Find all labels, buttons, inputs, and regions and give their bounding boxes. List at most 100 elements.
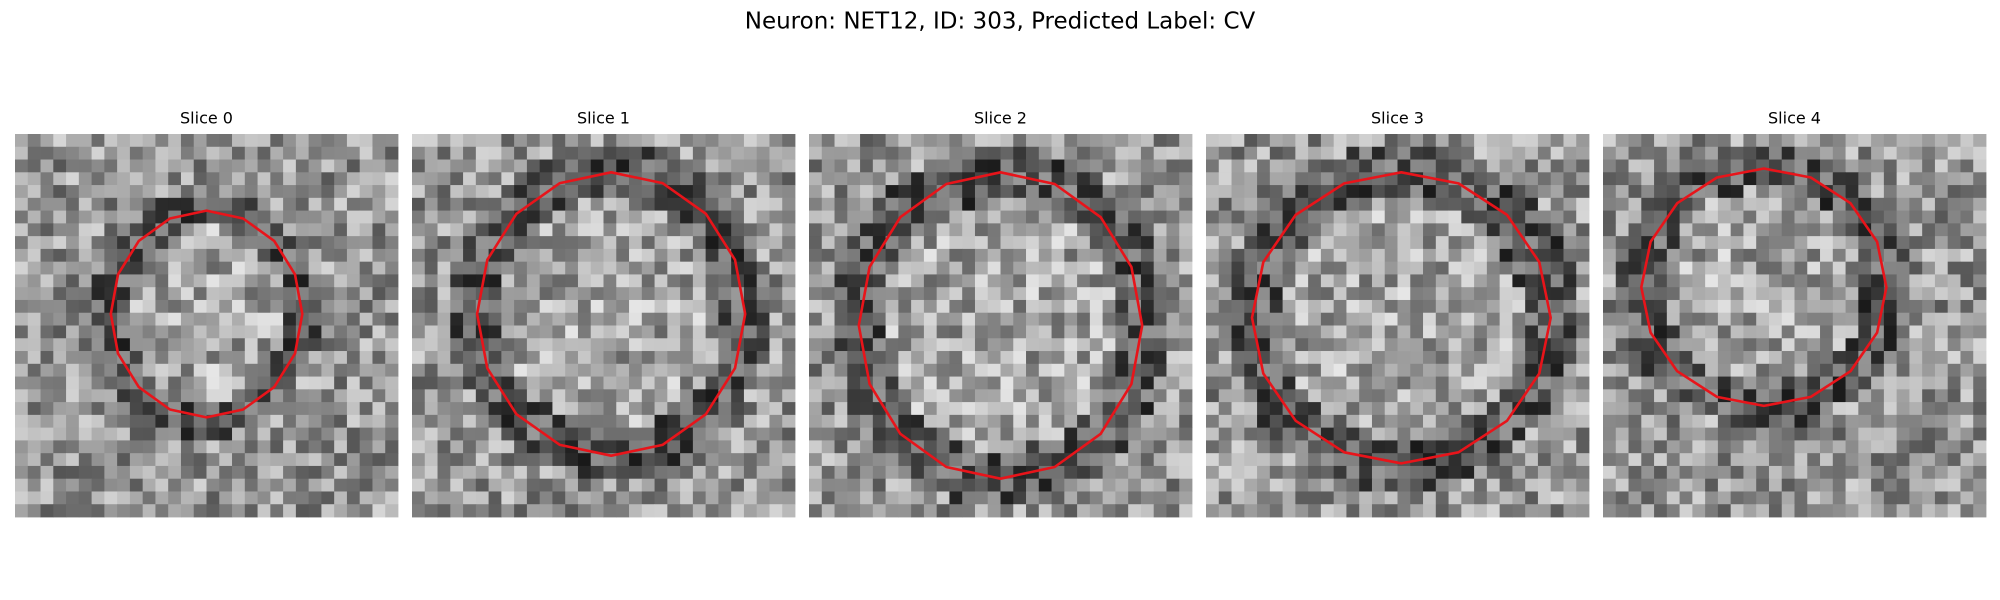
pixel: [1641, 453, 1655, 467]
pixel: [27, 261, 41, 275]
pixel: [1397, 197, 1411, 211]
pixel: [1909, 287, 1923, 301]
pixel: [219, 146, 233, 160]
pixel: [1922, 287, 1936, 301]
pixel: [705, 338, 719, 352]
pixel: [1128, 325, 1142, 339]
pixel: [731, 223, 745, 237]
pixel: [1269, 414, 1283, 429]
slice-panel: Slice 0: [15, 109, 399, 518]
pixel: [1871, 287, 1885, 301]
pixel: [270, 287, 284, 301]
pixel: [1448, 453, 1462, 467]
slice-title: Slice 0: [180, 109, 233, 128]
pixel: [577, 287, 592, 301]
pixel: [1257, 440, 1271, 454]
pixel: [1166, 210, 1180, 224]
pixel: [1615, 504, 1629, 518]
pixel: [616, 299, 630, 314]
pixel: [437, 134, 451, 148]
pixel: [809, 236, 823, 250]
pixel: [1308, 236, 1322, 250]
pixel: [809, 325, 823, 339]
pixel: [1064, 274, 1078, 288]
pixel: [1435, 504, 1449, 518]
pixel: [1832, 159, 1846, 173]
pixel: [577, 159, 592, 173]
pixel: [1397, 491, 1411, 505]
pixel: [1128, 389, 1142, 403]
pixel: [66, 197, 80, 211]
pixel: [1333, 236, 1347, 250]
pixel: [514, 172, 528, 186]
pixel: [66, 453, 80, 467]
pixel: [821, 478, 835, 492]
pixel: [1128, 210, 1142, 224]
pixel: [488, 338, 502, 352]
pixel: [385, 363, 399, 377]
pixel: [424, 185, 438, 199]
pixel: [1858, 453, 1872, 467]
pixel: [1743, 248, 1757, 263]
pixel: [987, 274, 1001, 288]
pixel: [1346, 465, 1360, 480]
pixel: [539, 478, 553, 492]
pixel: [911, 236, 925, 250]
pixel: [1615, 363, 1629, 377]
pixel: [1743, 389, 1757, 403]
pixel: [424, 134, 438, 148]
pixel: [475, 491, 489, 505]
pixel: [1603, 261, 1617, 275]
pixel: [1179, 504, 1193, 518]
pixel: [1576, 478, 1590, 492]
pixel: [1756, 363, 1770, 377]
pixel: [974, 210, 989, 224]
pixel: [1244, 236, 1258, 250]
pixel: [1051, 440, 1065, 454]
pixel: [1486, 478, 1501, 492]
pixel: [488, 210, 502, 224]
pixel: [923, 491, 938, 505]
pixel: [1603, 376, 1617, 390]
pixel: [821, 261, 835, 275]
pixel: [1140, 453, 1155, 467]
pixel: [1692, 427, 1706, 441]
pixel: [1717, 274, 1732, 288]
pixel: [949, 402, 963, 416]
pixel: [1102, 299, 1116, 314]
pixel: [270, 274, 284, 288]
pixel: [1654, 478, 1668, 492]
pixel: [743, 325, 758, 339]
pixel: [1563, 274, 1577, 288]
pixel: [334, 414, 348, 429]
pixel: [1486, 185, 1501, 199]
pixel: [1448, 504, 1462, 518]
pixel: [1576, 299, 1590, 314]
pixel: [526, 210, 541, 224]
pixel: [359, 248, 373, 263]
pixel: [616, 248, 630, 263]
pixel: [667, 287, 681, 301]
pixel: [1140, 261, 1155, 275]
pixel: [1883, 185, 1898, 199]
pixel: [1410, 491, 1424, 505]
pixel: [488, 172, 502, 186]
pixel: [1371, 236, 1386, 250]
pixel: [1269, 197, 1283, 211]
pixel: [488, 274, 502, 288]
pixel: [180, 248, 195, 263]
pixel: [1794, 248, 1808, 263]
pixel: [809, 146, 823, 160]
pixel: [565, 504, 579, 518]
pixel: [1410, 223, 1424, 237]
pixel: [321, 261, 335, 275]
pixel: [1218, 427, 1232, 441]
pixel: [1077, 351, 1091, 365]
pixel: [1474, 427, 1488, 441]
pixel: [1384, 146, 1398, 160]
pixel: [629, 248, 643, 263]
pixel: [1692, 197, 1706, 211]
pixel: [15, 223, 29, 237]
pixel: [1525, 223, 1539, 237]
